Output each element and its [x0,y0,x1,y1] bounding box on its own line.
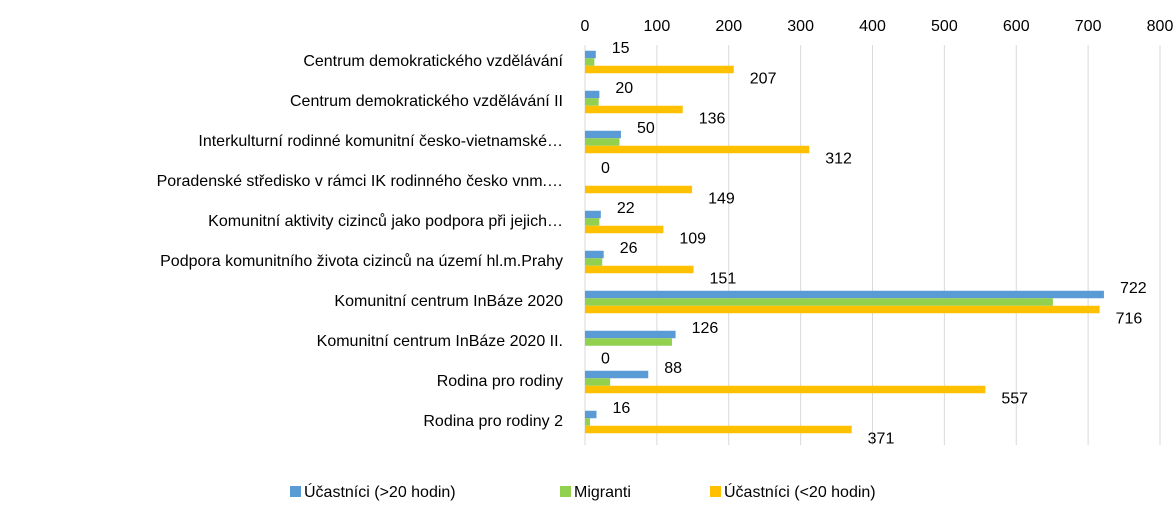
category-label: Centrum demokratického vzdělávání [303,53,563,70]
bar [585,338,672,346]
category-label: Komunitní aktivity cizinců jako podpora … [208,212,563,230]
x-tick-label: 0 [581,18,590,35]
bar [585,370,649,379]
bar [585,250,604,259]
bar [585,385,986,394]
category-label: Rodina pro rodiny 2 [423,413,563,430]
data-label: 20 [615,80,633,97]
bar [585,138,620,146]
bar [585,98,599,106]
data-label: 149 [708,190,735,207]
bar [585,425,852,434]
bar [585,410,597,419]
bar [585,305,1100,314]
x-tick-label: 200 [715,18,742,35]
x-tick-label: 300 [787,18,814,35]
data-label: 16 [613,400,631,417]
data-label: 312 [825,150,852,167]
bar [585,298,1053,306]
bar [585,50,596,59]
data-label: 22 [617,200,635,217]
x-tick-label: 500 [931,18,958,35]
bar [585,330,676,339]
legend-swatch [710,486,721,497]
legend-swatch [290,486,301,497]
bar [585,265,694,274]
x-tick-label: 800 [1147,18,1174,35]
data-label: 15 [612,40,630,57]
bar [585,218,600,226]
data-label: 0 [601,350,610,367]
bar [585,145,810,154]
data-label: 207 [750,70,777,87]
data-label: 722 [1120,280,1147,297]
data-label: 26 [620,240,638,257]
data-label: 50 [637,120,655,137]
data-label: 0 [601,160,610,177]
legend-label: Účastníci (>20 hodin) [304,482,456,501]
bar [585,225,664,234]
legend-label: Účastníci (<20 hodin) [724,482,876,501]
data-label: 371 [868,430,895,447]
legend-swatch [560,486,571,497]
bar [585,378,611,386]
bar [585,418,591,426]
x-tick-label: 600 [1003,18,1030,35]
data-label: 557 [1001,390,1028,407]
category-label: Komunitní centrum InBáze 2020 II. [317,333,563,350]
x-tick-label: 100 [644,18,671,35]
bar [585,90,600,99]
data-label: 88 [664,360,682,377]
category-label: Interkulturní rodinné komunitní česko-vi… [198,133,563,150]
bar [585,105,683,114]
bar [585,290,1104,299]
data-label: 109 [679,230,706,247]
legend-label: Migranti [574,484,631,501]
bar [585,185,693,194]
bar [585,130,621,139]
category-label: Centrum demokratického vzdělávání II [290,93,563,110]
category-label: Komunitní centrum InBáze 2020 [334,293,563,310]
bar [585,210,601,219]
data-label: 126 [692,320,719,337]
category-label: Poradenské středisko v rámci IK rodinnéh… [157,173,563,190]
data-label: 151 [710,270,737,287]
category-label: Rodina pro rodiny [437,373,563,390]
category-label: Podpora komunitního života cizinců na úz… [160,252,563,270]
bar [585,65,734,74]
x-tick-label: 400 [859,18,886,35]
data-label: 716 [1116,310,1143,327]
data-label: 136 [699,110,726,127]
bar [585,58,595,66]
bar [585,258,603,266]
x-tick-label: 700 [1075,18,1102,35]
